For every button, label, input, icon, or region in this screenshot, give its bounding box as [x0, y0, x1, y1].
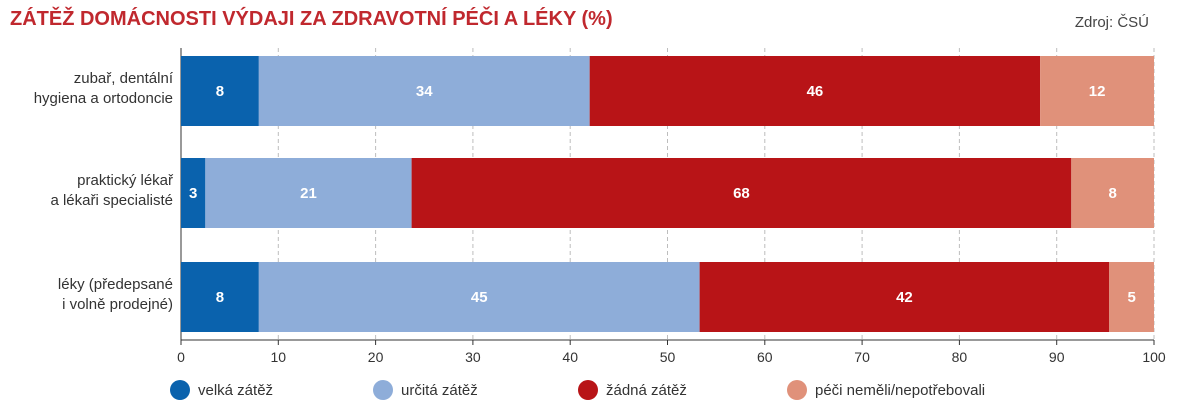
- data-label: 42: [896, 289, 913, 306]
- x-tick-label: 50: [660, 349, 676, 365]
- data-label: 68: [733, 185, 750, 202]
- chart-title: ZÁTĚŽ DOMÁCNOSTI VÝDAJI ZA ZDRAVOTNÍ PÉČ…: [10, 8, 613, 30]
- bar-segment: [205, 158, 412, 228]
- category-label: zubař, dentální: [74, 70, 174, 87]
- data-label: 45: [471, 289, 488, 306]
- x-tick-label: 10: [271, 349, 287, 365]
- legend-marker: [373, 380, 393, 400]
- data-label: 8: [216, 289, 224, 306]
- legend-marker: [170, 380, 190, 400]
- x-tick-label: 40: [562, 349, 578, 365]
- bar-segment: [1040, 56, 1154, 126]
- legend-label: určitá zátěž: [401, 382, 478, 399]
- x-tick-label: 30: [465, 349, 481, 365]
- bar-segment: [258, 262, 700, 332]
- data-label: 34: [416, 83, 433, 100]
- x-tick-label: 70: [854, 349, 870, 365]
- data-label: 12: [1089, 83, 1106, 100]
- data-label: 3: [189, 185, 197, 202]
- category-label: praktický lékař: [77, 172, 174, 189]
- x-tick-label: 0: [177, 349, 185, 365]
- bar-segment: [181, 158, 206, 228]
- x-tick-label: 80: [952, 349, 968, 365]
- source-label: Zdroj: ČSÚ: [1074, 14, 1149, 31]
- data-label: 5: [1127, 289, 1135, 306]
- bar-segment: [589, 56, 1041, 126]
- bar-segment: [258, 56, 590, 126]
- bar-segment: [181, 56, 259, 126]
- bar-segment: [1109, 262, 1154, 332]
- data-label: 8: [216, 83, 224, 100]
- data-label: 46: [807, 83, 824, 100]
- bar-segment: [699, 262, 1110, 332]
- legend-label: žádná zátěž: [606, 382, 687, 399]
- bar-segment: [181, 262, 259, 332]
- category-label: hygiena a ortodoncie: [34, 90, 173, 107]
- bar-segment: [411, 158, 1072, 228]
- category-label: i volně prodejné): [62, 296, 173, 313]
- bar-segment: [1071, 158, 1154, 228]
- category-label: léky (předepsané: [58, 276, 173, 293]
- legend-label: velká zátěž: [198, 382, 273, 399]
- category-label: a lékaři specialisté: [50, 192, 173, 209]
- x-tick-label: 90: [1049, 349, 1065, 365]
- x-tick-label: 100: [1142, 349, 1166, 365]
- x-tick-label: 60: [757, 349, 773, 365]
- legend-label: péči neměli/nepotřebovali: [815, 382, 985, 399]
- data-label: 8: [1108, 185, 1116, 202]
- data-label: 21: [300, 185, 317, 202]
- x-tick-label: 20: [368, 349, 384, 365]
- legend-marker: [578, 380, 598, 400]
- legend-marker: [787, 380, 807, 400]
